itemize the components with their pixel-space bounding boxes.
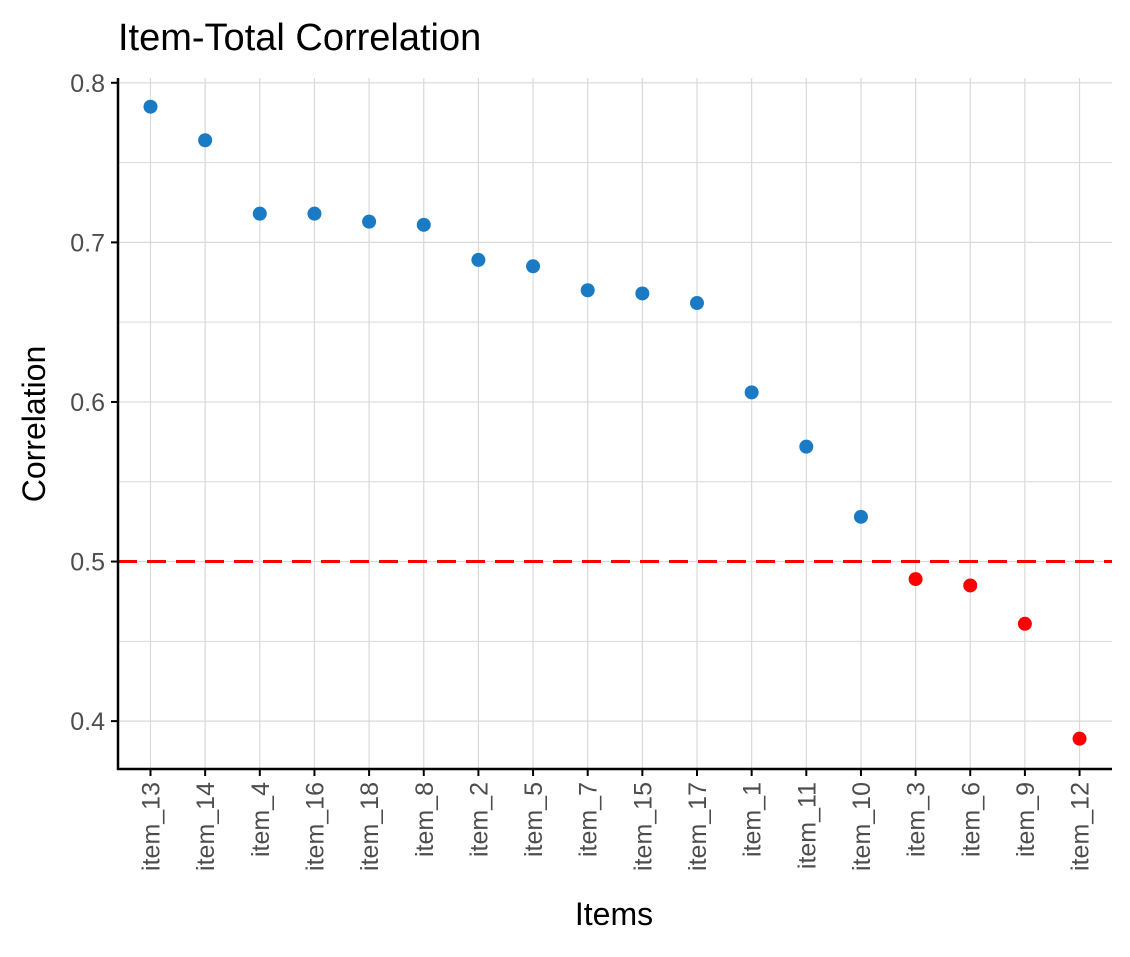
data-point: [963, 578, 978, 593]
y-tick-label: 0.8: [70, 70, 105, 98]
data-point: [853, 509, 868, 524]
x-tick-label: item_4: [247, 782, 275, 857]
data-point: [526, 259, 541, 274]
x-tick-label: item_2: [465, 782, 493, 857]
data-point: [799, 439, 814, 454]
data-point: [416, 217, 431, 232]
data-point: [744, 385, 759, 400]
x-tick-label: item_10: [848, 782, 876, 871]
x-tick-label: item_14: [192, 782, 220, 871]
data-point: [690, 296, 704, 311]
data-point: [1072, 731, 1087, 746]
x-tick-label: item_12: [1067, 782, 1095, 871]
x-tick-label: item_5: [520, 782, 548, 857]
y-tick-label: 0.7: [70, 229, 105, 257]
data-point: [471, 252, 486, 267]
y-axis-label: Correlation: [16, 346, 52, 503]
data-point: [143, 99, 158, 114]
x-tick-label: item_13: [138, 782, 166, 871]
x-tick-label: item_1: [739, 782, 767, 857]
y-tick-label: 0.6: [70, 389, 105, 417]
data-point: [198, 133, 213, 148]
data-points: [143, 99, 1087, 746]
x-tick-label: item_7: [575, 782, 603, 857]
x-tick-label: item_18: [356, 782, 384, 871]
x-tick-label: item_16: [301, 782, 329, 871]
data-point: [1017, 616, 1032, 631]
data-point: [307, 206, 322, 221]
data-point: [580, 283, 595, 298]
chart-title: Item-Total Correlation: [118, 17, 481, 59]
data-point: [908, 572, 923, 587]
data-point: [252, 206, 267, 221]
x-tick-label: item_11: [793, 782, 821, 869]
x-tick-label: item_3: [903, 782, 931, 857]
x-tick-label: item_8: [411, 782, 439, 857]
x-tick-label: item_17: [684, 782, 712, 871]
x-tick-label: item_6: [957, 782, 985, 857]
grid-lines: [118, 78, 1112, 769]
data-point: [635, 286, 650, 301]
x-tick-label: item_9: [1012, 782, 1040, 857]
data-point: [362, 214, 377, 229]
axes: 0.4 0.5 0.6 0.7 0.8 item_13 item_14 item_4 item_…: [70, 70, 1112, 871]
x-axis-label: Items: [575, 896, 653, 932]
y-tick-label: 0.4: [70, 708, 105, 736]
x-tick-label: item_15: [629, 782, 657, 871]
y-tick-label: 0.5: [70, 549, 105, 577]
